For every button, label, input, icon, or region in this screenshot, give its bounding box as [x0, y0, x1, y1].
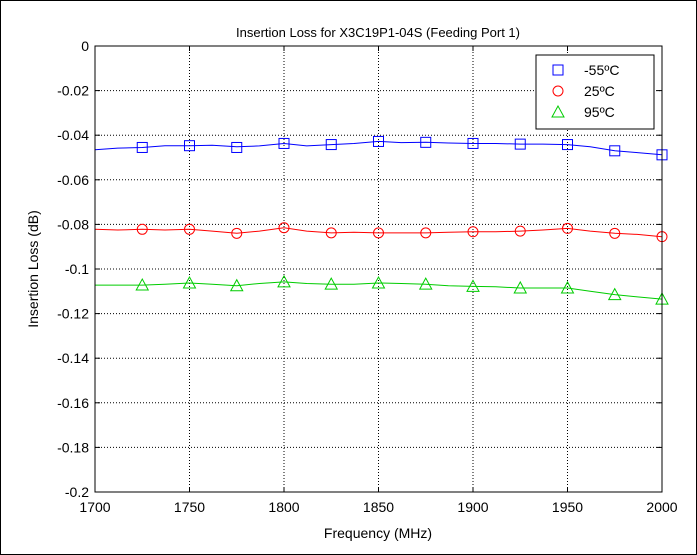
x-tick-label: 1950	[552, 499, 583, 515]
series-3-marker	[324, 277, 339, 290]
x-tick-label: 1800	[268, 499, 299, 515]
y-tick-label: -0.06	[57, 172, 89, 188]
series-3-marker	[466, 279, 480, 292]
series-1-marker	[373, 135, 384, 147]
series-3-marker	[229, 278, 244, 292]
x-tick-label: 2000	[646, 499, 677, 515]
series-3-marker	[418, 277, 433, 290]
legend-label-3: 95ºC	[584, 104, 615, 120]
legend-marker-3	[551, 104, 565, 118]
series-2-marker	[609, 227, 621, 239]
series-1-marker	[231, 141, 243, 153]
x-axis-label: Frequency (MHz)	[324, 525, 432, 541]
series-1-marker	[562, 139, 573, 151]
series-1-marker	[325, 139, 337, 151]
y-tick-label: -0.04	[57, 127, 89, 143]
x-tick-label: 1750	[174, 499, 205, 515]
series-line-3	[95, 281, 663, 300]
y-tick-label: -0.16	[57, 395, 89, 411]
series-markers	[135, 135, 669, 305]
series-2-marker	[373, 227, 384, 239]
y-axis-label: Insertion Loss (dB)	[25, 210, 41, 328]
axis-ticks	[94, 45, 663, 493]
series-1-marker	[467, 137, 479, 149]
y-tick-label: -0.1	[65, 261, 89, 277]
series-3-marker	[607, 287, 622, 301]
series-1-marker	[136, 141, 148, 153]
series-2-marker	[231, 227, 243, 239]
legend-marker-1	[552, 64, 564, 76]
series-3-marker	[371, 276, 386, 289]
series-2-marker	[136, 223, 148, 235]
series-3-marker	[560, 280, 575, 294]
series-2-marker	[562, 222, 573, 234]
chart-title: Insertion Loss for X3C19P1-04S (Feeding …	[236, 25, 520, 40]
y-tick-labels: 0 -0.02 -0.04 -0.06 -0.08 -0.1 -0.12 -0.14 -0.16…	[57, 38, 89, 500]
x-tick-labels: 1700 1750 1800 1850 1900 1950 2000	[79, 499, 677, 515]
series-line-1	[94, 140, 663, 156]
legend-marker-2	[552, 85, 564, 97]
series-3-marker	[513, 280, 528, 294]
series-1-marker	[514, 138, 526, 150]
series-1-marker	[420, 136, 432, 148]
series-2-marker	[278, 222, 290, 234]
series-2-marker	[184, 223, 195, 235]
series-line-2	[94, 227, 663, 238]
series-2-marker	[467, 226, 479, 238]
series-1-marker	[609, 145, 621, 157]
series-2-marker	[514, 225, 526, 237]
x-tick-label: 1850	[363, 499, 394, 515]
legend: -55ºC 25ºC 95ºC	[535, 54, 655, 130]
y-tick-label: -0.02	[57, 83, 89, 99]
legend-label-2: 25ºC	[584, 83, 615, 99]
series-2-marker	[325, 227, 337, 239]
series-1-marker	[184, 140, 195, 152]
x-tick-label: 1700	[79, 499, 110, 515]
series-3-marker	[182, 276, 197, 289]
series-3-marker	[135, 278, 150, 291]
y-tick-label: -0.12	[57, 306, 89, 322]
series-1-marker	[278, 137, 290, 149]
y-tick-label: -0.2	[65, 484, 89, 500]
series-3-marker	[277, 274, 291, 288]
y-tick-label: -0.08	[57, 216, 89, 232]
x-tick-label: 1900	[457, 499, 488, 515]
y-tick-label: -0.18	[57, 439, 89, 455]
legend-label-1: -55ºC	[584, 62, 619, 78]
series-2-marker	[420, 227, 432, 239]
y-tick-label: -0.14	[57, 350, 89, 366]
grid	[95, 46, 662, 492]
y-tick-label: 0	[81, 38, 89, 54]
series-lines	[94, 140, 663, 300]
